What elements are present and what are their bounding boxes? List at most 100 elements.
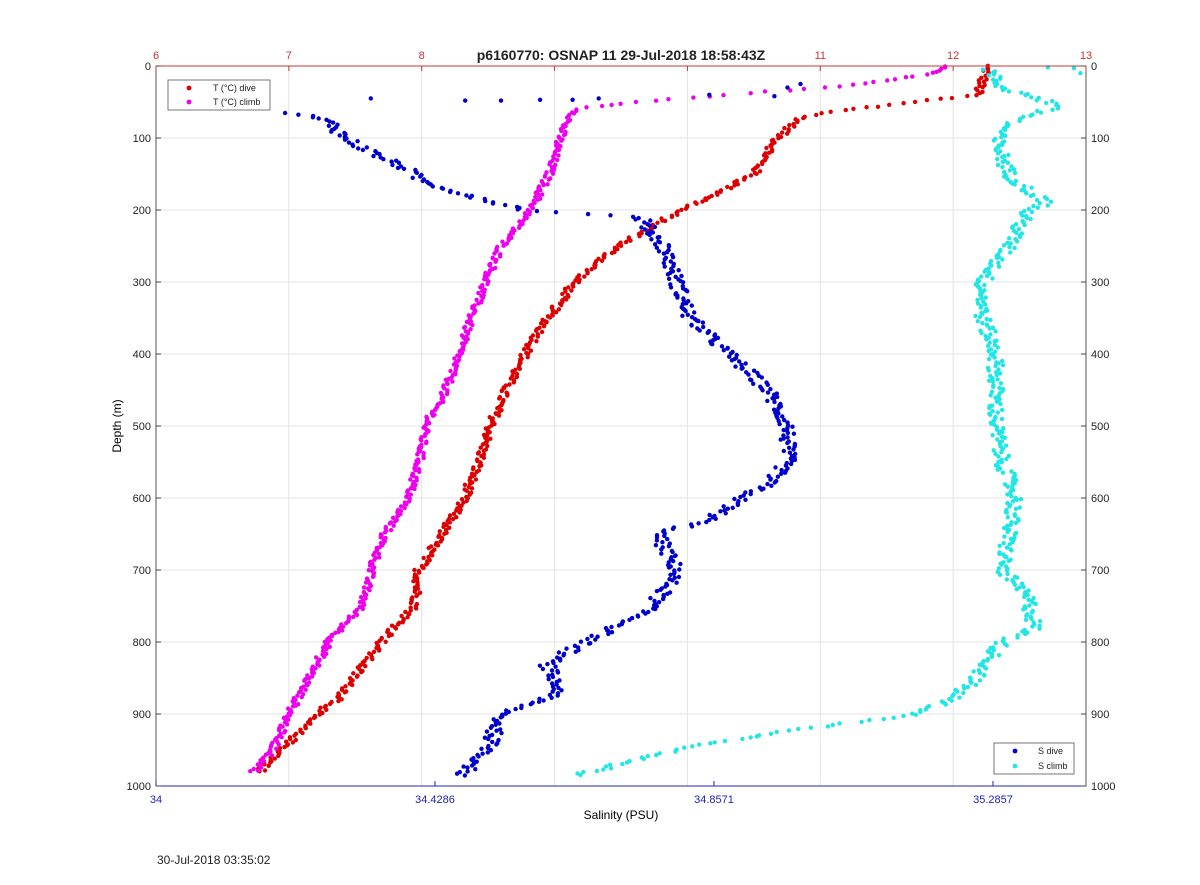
data-point xyxy=(558,658,563,663)
data-point xyxy=(991,648,996,653)
data-point xyxy=(538,321,544,326)
data-point xyxy=(554,682,559,687)
data-point xyxy=(415,452,420,457)
data-point xyxy=(986,368,991,373)
data-point xyxy=(534,208,540,214)
data-point xyxy=(990,379,996,384)
data-point xyxy=(540,666,546,672)
data-point xyxy=(994,372,999,378)
data-point xyxy=(1005,240,1010,246)
data-point xyxy=(1009,493,1014,499)
data-point xyxy=(544,319,549,325)
data-point xyxy=(670,255,676,260)
data-point xyxy=(608,213,613,218)
data-point xyxy=(470,466,476,472)
data-point xyxy=(535,334,540,339)
series-t-c-dive xyxy=(255,63,991,774)
data-point xyxy=(368,96,373,101)
data-point xyxy=(851,106,856,112)
data-point xyxy=(697,328,702,333)
data-point xyxy=(627,617,632,622)
data-point xyxy=(992,339,997,344)
data-point xyxy=(500,239,505,244)
data-point xyxy=(990,325,996,330)
data-point xyxy=(675,295,680,300)
data-point xyxy=(1004,555,1009,560)
x-bottom-tick-label: 34 xyxy=(150,794,162,806)
data-point xyxy=(712,333,717,338)
data-point xyxy=(978,305,984,310)
data-point xyxy=(450,516,456,522)
data-point xyxy=(623,239,629,245)
data-point xyxy=(891,715,896,720)
data-point xyxy=(287,736,293,742)
data-point xyxy=(721,93,726,98)
data-point xyxy=(356,146,361,151)
data-point xyxy=(787,122,792,128)
data-point xyxy=(801,115,806,121)
data-point xyxy=(790,424,795,429)
data-point xyxy=(525,355,530,360)
data-point xyxy=(989,263,994,268)
data-point xyxy=(481,448,487,453)
data-point xyxy=(996,260,1001,266)
data-point xyxy=(493,259,498,264)
data-point xyxy=(581,769,586,775)
data-point xyxy=(729,358,735,363)
data-point xyxy=(467,492,472,497)
data-point xyxy=(344,620,349,626)
data-point xyxy=(618,243,624,248)
data-point xyxy=(643,611,648,616)
data-point xyxy=(481,455,487,460)
data-point xyxy=(337,133,342,138)
data-point xyxy=(764,145,769,151)
data-point xyxy=(1022,208,1027,214)
data-point xyxy=(977,670,983,676)
data-point xyxy=(282,110,288,116)
data-point xyxy=(910,74,915,79)
data-point xyxy=(765,390,771,395)
data-point xyxy=(430,184,435,189)
data-point xyxy=(1044,196,1050,202)
data-point xyxy=(292,733,297,738)
data-point xyxy=(786,728,792,733)
data-point xyxy=(785,85,790,90)
y-tick-label-right: 400 xyxy=(1091,349,1109,361)
data-point xyxy=(498,727,503,732)
data-point xyxy=(983,666,989,671)
data-point xyxy=(448,368,453,374)
data-point xyxy=(476,301,481,306)
data-point xyxy=(1005,529,1010,535)
data-point xyxy=(517,366,522,371)
data-point xyxy=(1009,164,1014,169)
data-point xyxy=(825,724,831,729)
data-point xyxy=(461,347,466,352)
data-point xyxy=(682,745,687,750)
data-point xyxy=(514,374,520,380)
data-point xyxy=(943,702,948,707)
data-point xyxy=(768,731,774,736)
data-point xyxy=(339,628,345,633)
data-point xyxy=(1020,213,1025,218)
data-point xyxy=(950,693,955,699)
data-point xyxy=(1021,607,1026,612)
data-point xyxy=(550,674,556,680)
data-point xyxy=(382,530,388,535)
data-point xyxy=(723,511,728,516)
data-point xyxy=(979,296,984,301)
data-point xyxy=(962,686,967,691)
data-point xyxy=(328,638,333,643)
data-point xyxy=(419,438,424,443)
data-point xyxy=(652,224,658,230)
data-point xyxy=(988,393,993,398)
data-point xyxy=(447,189,453,195)
data-point xyxy=(462,773,468,778)
data-point xyxy=(376,551,382,557)
data-point xyxy=(735,502,741,508)
data-point xyxy=(357,604,362,610)
data-point xyxy=(707,512,712,518)
data-point xyxy=(616,623,622,628)
data-point xyxy=(772,94,777,99)
data-point xyxy=(1005,177,1010,182)
data-point xyxy=(528,702,533,707)
